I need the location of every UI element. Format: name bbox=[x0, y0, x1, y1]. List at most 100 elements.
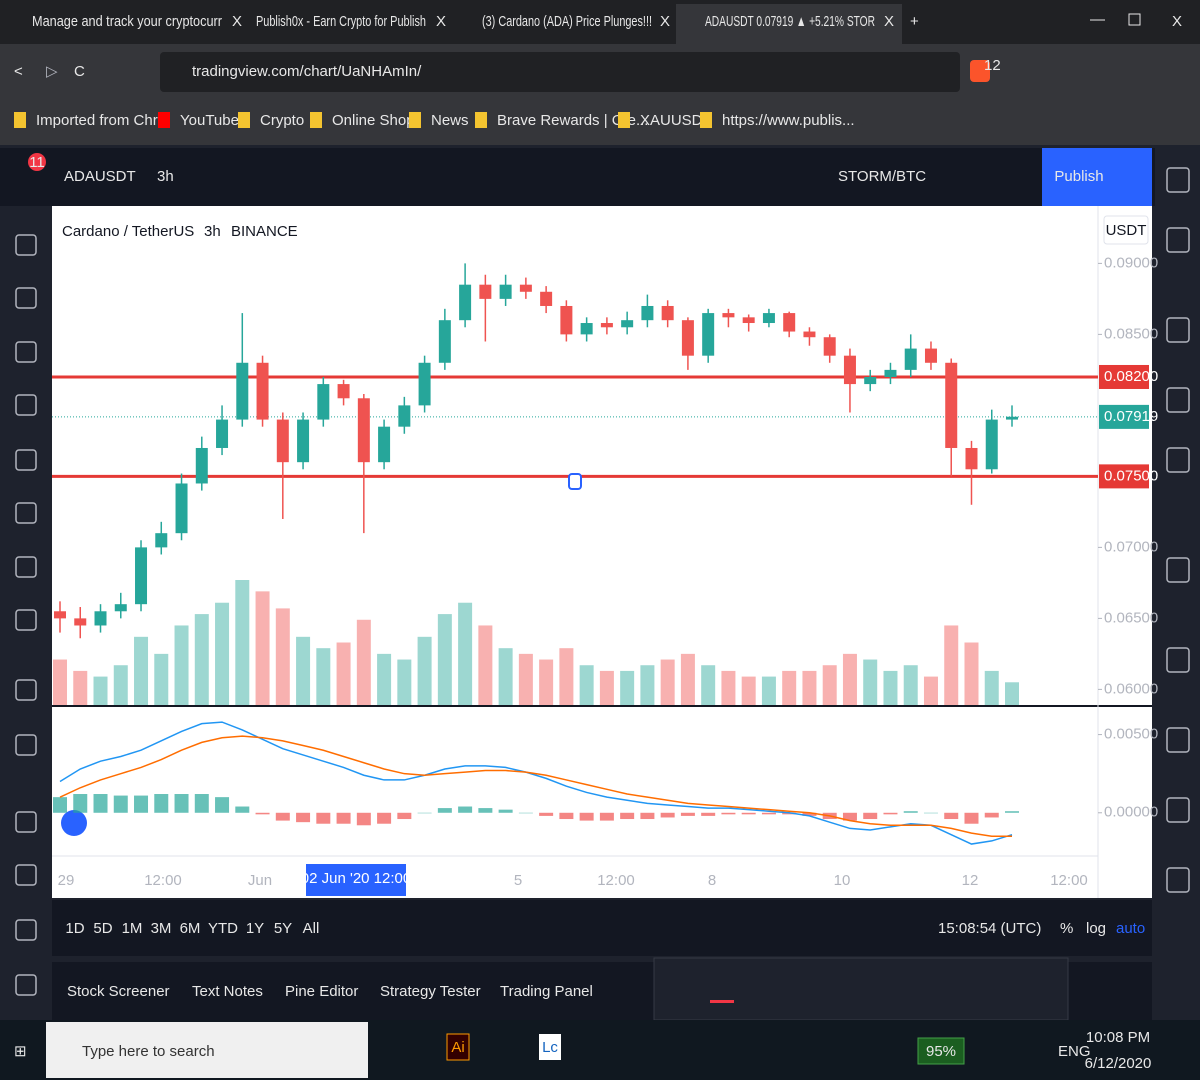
bookmark[interactable]: Crypto bbox=[260, 112, 304, 129]
interval[interactable]: 3h bbox=[157, 168, 174, 185]
candle-body bbox=[317, 384, 330, 420]
tool-icon[interactable] bbox=[15, 609, 37, 631]
tool-icon[interactable] bbox=[15, 679, 37, 701]
tool-icon[interactable] bbox=[15, 502, 37, 524]
bookmark[interactable]: https://www.publis... bbox=[722, 112, 855, 129]
search-box[interactable] bbox=[46, 1022, 368, 1078]
sidebar-icon[interactable] bbox=[1166, 227, 1190, 253]
panel-tab[interactable]: Strategy Tester bbox=[380, 983, 481, 1000]
tool-icon[interactable] bbox=[15, 811, 37, 833]
symbol[interactable]: ADAUSDT bbox=[64, 168, 136, 185]
back[interactable]: < bbox=[14, 63, 23, 80]
tab-close[interactable]: X bbox=[884, 13, 894, 30]
tab-close[interactable]: X bbox=[436, 13, 446, 30]
plot: 0.09000 0.08500 0.07000 0.06500 0.06000 0.005… bbox=[52, 254, 1158, 896]
tab-close[interactable]: X bbox=[232, 13, 242, 30]
sidebar-icon[interactable] bbox=[1166, 727, 1190, 753]
macd-histogram bbox=[842, 812, 857, 821]
range-button[interactable]: All bbox=[303, 920, 320, 937]
sidebar-icon[interactable] bbox=[1166, 867, 1190, 893]
range-button[interactable]: 6M bbox=[180, 920, 201, 937]
sidebar-icon[interactable] bbox=[1166, 647, 1190, 673]
percent-toggle[interactable]: % bbox=[1060, 920, 1073, 937]
app-label[interactable]: Lc bbox=[542, 1039, 558, 1056]
forward[interactable]: ▷ bbox=[46, 63, 58, 80]
macd-histogram bbox=[154, 794, 169, 813]
currency-box[interactable] bbox=[1103, 215, 1149, 245]
candle-body bbox=[904, 348, 917, 370]
tool-icon[interactable] bbox=[15, 341, 37, 363]
sidebar-icon[interactable] bbox=[1166, 167, 1190, 193]
range-button[interactable]: 5Y bbox=[274, 920, 292, 937]
start-button[interactable]: ⊞ bbox=[14, 1043, 27, 1060]
range-button[interactable]: 1Y bbox=[246, 920, 264, 937]
log-toggle[interactable]: log bbox=[1086, 920, 1106, 937]
app-label[interactable]: Ai bbox=[451, 1039, 464, 1056]
panel-tab[interactable]: Text Notes bbox=[192, 983, 263, 1000]
tool-icon[interactable] bbox=[15, 556, 37, 578]
search-placeholder[interactable]: Type here to search bbox=[82, 1043, 215, 1060]
macd-histogram bbox=[923, 812, 938, 814]
date[interactable]: 6/12/2020 bbox=[1085, 1055, 1152, 1072]
drawing-handle[interactable] bbox=[568, 473, 582, 490]
tool-icon[interactable] bbox=[15, 234, 37, 256]
tv-logo[interactable] bbox=[61, 810, 87, 836]
range-button[interactable]: 1M bbox=[122, 920, 143, 937]
battery[interactable] bbox=[917, 1037, 965, 1065]
tab-title[interactable]: Publish0x - Earn Crypto for Publish bbox=[256, 13, 426, 30]
bookmark[interactable]: Online Shop bbox=[332, 112, 415, 129]
macd-histogram bbox=[701, 812, 716, 816]
bookmark[interactable]: YouTube bbox=[180, 112, 239, 129]
tool-icon[interactable] bbox=[15, 864, 37, 886]
macd-histogram bbox=[356, 812, 371, 826]
range-button[interactable]: 1D bbox=[65, 920, 84, 937]
sidebar-icon[interactable] bbox=[1166, 317, 1190, 343]
bookmark[interactable]: News bbox=[431, 112, 469, 129]
range-button[interactable]: YTD bbox=[208, 920, 238, 937]
macd-histogram bbox=[761, 812, 776, 815]
candle-body bbox=[843, 355, 856, 385]
volume-bar bbox=[660, 659, 675, 705]
sidebar-icon[interactable] bbox=[1166, 797, 1190, 823]
new-tab[interactable]: + bbox=[910, 13, 919, 30]
time[interactable]: 10:08 PM bbox=[1086, 1029, 1150, 1046]
reload[interactable]: C bbox=[74, 63, 85, 80]
bookmark[interactable]: Brave Rewards | Cre... bbox=[497, 112, 648, 129]
publish-label[interactable]: Publish bbox=[1054, 168, 1103, 185]
range-button[interactable]: 3M bbox=[151, 920, 172, 937]
tab-title[interactable]: (3) Cardano (ADA) Price Plunges!!! bbox=[482, 13, 652, 30]
tab-title[interactable]: ADAUSDT 0.07919 ▲ +5.21% STOR bbox=[705, 13, 875, 30]
range-button[interactable]: 5D bbox=[93, 920, 112, 937]
illustrator-icon[interactable] bbox=[446, 1033, 470, 1061]
maximize[interactable] bbox=[1128, 13, 1141, 26]
tool-icon[interactable] bbox=[15, 287, 37, 309]
auto-toggle[interactable]: auto bbox=[1116, 920, 1145, 937]
bookmark[interactable]: XAUUSD bbox=[640, 112, 703, 129]
tool-icon[interactable] bbox=[15, 734, 37, 756]
tool-icon[interactable] bbox=[15, 449, 37, 471]
sidebar-icon[interactable] bbox=[1166, 557, 1190, 583]
tab-close[interactable]: X bbox=[660, 13, 670, 30]
tool-icon[interactable] bbox=[15, 394, 37, 416]
address-bar[interactable] bbox=[160, 52, 960, 92]
publish-menu[interactable] bbox=[1116, 148, 1152, 206]
minimize[interactable]: — bbox=[1090, 11, 1105, 28]
compare-symbol[interactable]: STORM/BTC bbox=[838, 168, 926, 185]
brave-icon[interactable] bbox=[970, 60, 990, 82]
close-window[interactable]: X bbox=[1172, 13, 1182, 30]
tool-icon[interactable] bbox=[15, 919, 37, 941]
url[interactable]: tradingview.com/chart/UaNHAmIn/ bbox=[192, 63, 422, 80]
panel-tab[interactable]: Trading Panel bbox=[500, 983, 593, 1000]
sidebar-icon[interactable] bbox=[1166, 447, 1190, 473]
panel-tab[interactable]: Stock Screener bbox=[67, 983, 170, 1000]
lc-icon[interactable] bbox=[539, 1034, 561, 1060]
macd-histogram bbox=[73, 794, 88, 813]
bookmark[interactable]: Imported from Chr... bbox=[36, 112, 169, 129]
publish-button[interactable] bbox=[1042, 148, 1116, 206]
tab-title[interactable]: Manage and track your cryptocurr bbox=[32, 13, 222, 30]
language[interactable]: ENG bbox=[1058, 1043, 1091, 1060]
active-tab[interactable] bbox=[676, 4, 902, 44]
sidebar-icon[interactable] bbox=[1166, 387, 1190, 413]
panel-tab[interactable]: Pine Editor bbox=[285, 983, 358, 1000]
tool-icon[interactable] bbox=[15, 974, 37, 996]
